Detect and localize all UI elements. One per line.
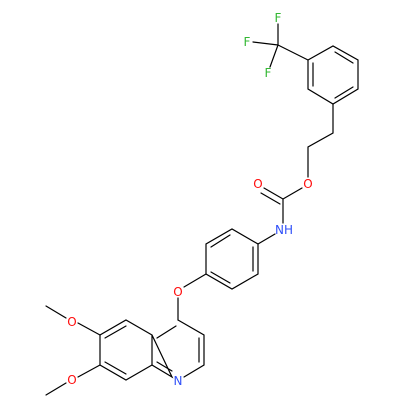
ring: [99, 319, 153, 381]
atom-label: F: [265, 66, 272, 80]
ring: [151, 319, 205, 379]
bonds: [45, 23, 359, 396]
atom-label: O: [303, 177, 312, 191]
atom-label: O: [67, 373, 76, 387]
atom-labels: F F F O O NH O O O N: [67, 11, 312, 388]
atom-label: O: [253, 177, 262, 191]
atom-label: F: [244, 35, 251, 49]
double-bond: [260, 187, 284, 205]
double-bond: [156, 325, 200, 372]
double-bond: [312, 51, 354, 99]
ring: [205, 228, 259, 290]
bond: [177, 273, 207, 321]
bond: [282, 103, 334, 224]
atom-label: F: [275, 11, 282, 25]
double-bond: [104, 325, 127, 375]
bond: [252, 23, 309, 68]
double-bond: [210, 234, 254, 284]
bond: [45, 305, 101, 396]
atom-label: NH: [275, 223, 293, 237]
atom-label: O: [67, 315, 76, 329]
ring: [307, 45, 359, 105]
bond: [257, 233, 276, 245]
atom-label: N: [174, 374, 183, 388]
atom-label: O: [173, 285, 182, 299]
